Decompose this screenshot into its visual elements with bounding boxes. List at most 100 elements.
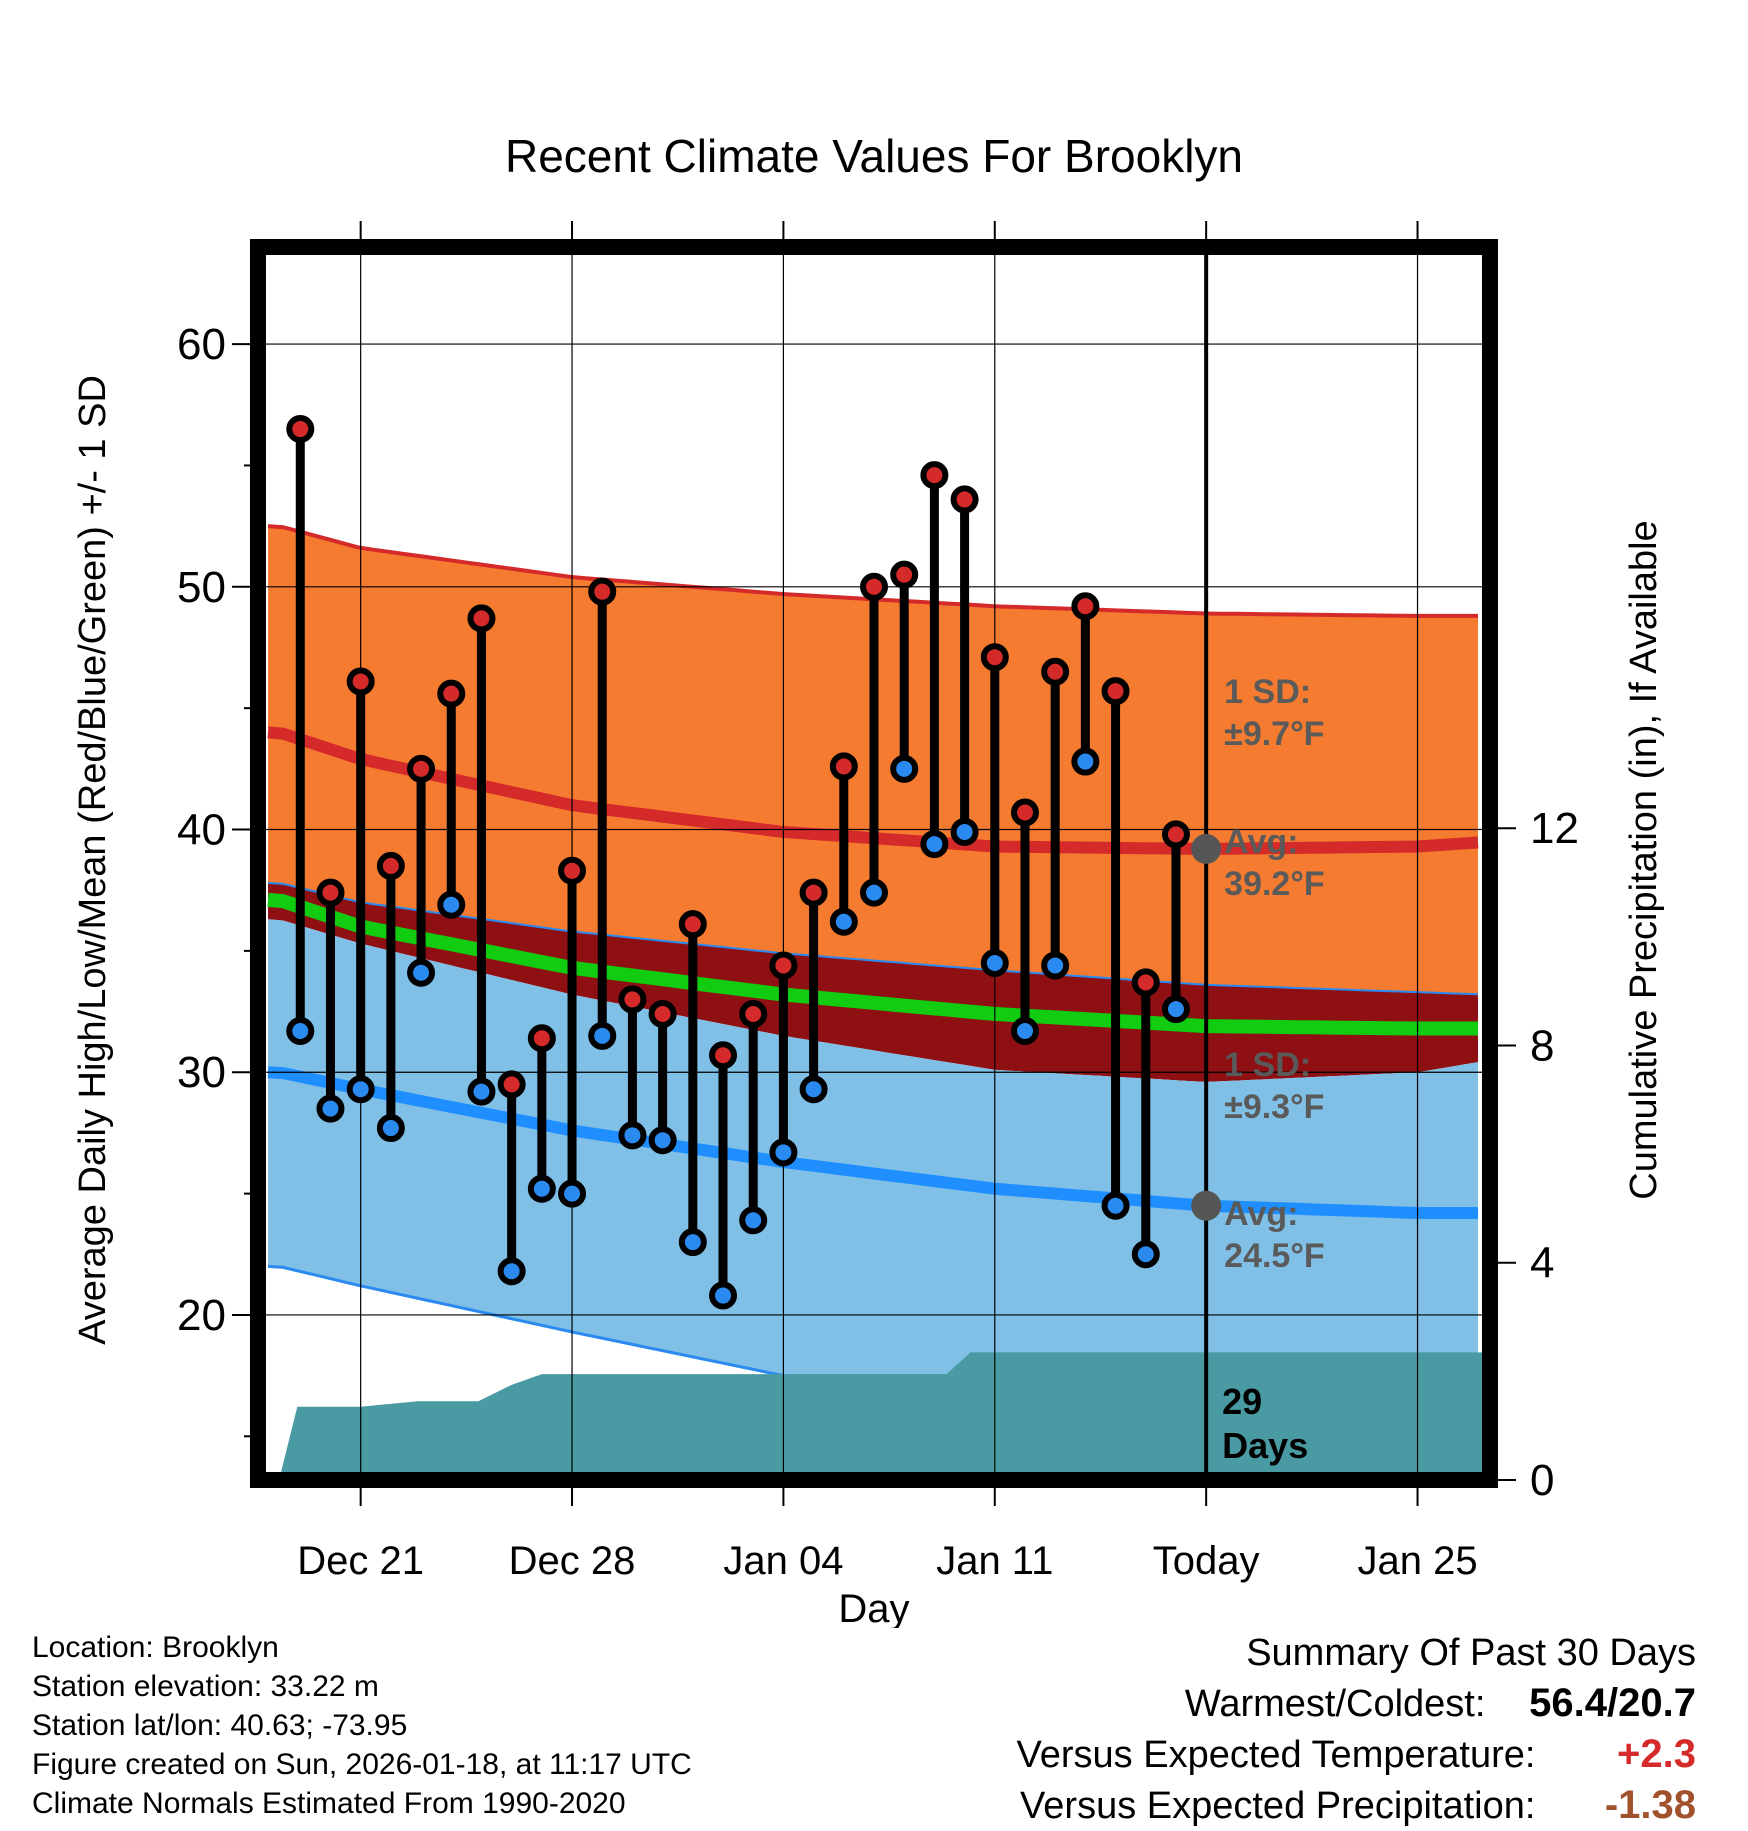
high-point [437,679,466,708]
low-point [890,754,919,783]
y-axis-label: Average Daily High/Low/Mean (Red/Blue/Gr… [72,375,114,1345]
low-avg-value: 24.5°F [1224,1237,1325,1275]
x-tick-label: Jan 25 [1357,1539,1477,1583]
high-point [678,910,707,939]
y-tick-label: 40 [177,806,226,855]
low-point [1161,995,1190,1024]
low-point [1071,747,1100,776]
low-point [648,1126,677,1155]
high-point [527,1024,556,1053]
plot-frame [250,239,1498,1488]
high-point [1131,968,1160,997]
chart-title: Recent Climate Values For Brooklyn [505,130,1243,182]
y2-tick-label: 12 [1530,804,1579,853]
y2-tick-label: 4 [1530,1239,1554,1288]
high-point [497,1070,526,1099]
high-point [467,604,496,633]
high-sd-label: 1 SD: [1224,673,1311,711]
x-tick-label: Today [1153,1539,1260,1583]
low-point [1101,1191,1130,1220]
low-point [799,1075,828,1104]
low-point [678,1228,707,1257]
x-tick-label: Dec 21 [297,1539,424,1583]
y2-axis-label: Cumulative Precipitation (in), If Availa… [1623,520,1665,1199]
low-point [527,1174,556,1203]
low-point [1131,1240,1160,1269]
y-tick-label: 20 [177,1291,226,1340]
temp-row: Versus Expected Temperature: +2.3 [1017,1729,1696,1780]
high-point [588,577,617,606]
high-point [980,643,1009,672]
high-point [799,878,828,907]
high-point [1101,677,1130,706]
high-point [1071,592,1100,621]
low-point [1041,951,1070,980]
low-point [467,1077,496,1106]
precip-value: -1.38 [1604,1783,1696,1827]
high-point [558,856,587,885]
y-tick-label: 60 [177,320,226,369]
warm-cold-value: 56.4/20.7 [1529,1681,1696,1725]
low-point [558,1179,587,1208]
station-info: Location: Brooklyn Station elevation: 33… [32,1628,692,1823]
low-point [769,1138,798,1167]
low-point [860,878,888,907]
precip-area [279,1352,1491,1480]
low-point [286,1016,315,1045]
low-avg-marker [1191,1190,1222,1221]
high-point [739,999,768,1028]
high-point [829,752,858,781]
y2-tick-label: 0 [1530,1456,1554,1505]
normals-text: Climate Normals Estimated From 1990-2020 [32,1787,626,1820]
y-tick-label: 50 [177,563,226,612]
low-point [376,1114,405,1143]
high-point [860,572,888,601]
high-point [618,985,647,1014]
low-point [588,1021,617,1050]
days-label: Days [1222,1425,1308,1466]
high-point [1010,798,1039,827]
high-sd-value: ±9.7°F [1224,715,1324,753]
low-point [316,1094,345,1123]
high-point [286,415,315,444]
high-avg-label: Avg: [1224,823,1298,861]
warm-cold-label: Warmest/Coldest: [1184,1683,1486,1725]
high-point [316,878,345,907]
mean-avg-line [267,892,1478,1036]
high-point [346,667,375,696]
days-count: 29 [1222,1381,1262,1422]
high-point [407,754,436,783]
low-point [346,1075,375,1104]
x-tick-label: Jan 04 [723,1539,843,1583]
x-tick-label: Dec 28 [509,1539,636,1583]
location-text: Location: Brooklyn [32,1631,279,1664]
high-point [1041,657,1070,686]
x-tick-label: Jan 11 [936,1539,1053,1583]
low-point [497,1257,526,1286]
created-text: Figure created on Sun, 2026-01-18, at 11… [32,1748,692,1781]
x-axis-label: Day [838,1587,909,1628]
temp-label: Versus Expected Temperature: [1016,1734,1536,1776]
high-point [648,999,677,1028]
low-avg-label: Avg: [1224,1195,1298,1233]
low-point [618,1121,647,1150]
low-point [950,817,979,846]
low-point [1010,1016,1039,1045]
high-point [769,951,798,980]
high-avg-value: 39.2°F [1224,865,1325,903]
low-point [829,907,858,936]
temp-value: +2.3 [1617,1732,1696,1776]
high-point [950,485,979,514]
low-point [709,1281,738,1310]
high-point [920,461,949,490]
y2-tick-label: 8 [1530,1021,1554,1070]
elevation-text: Station elevation: 33.22 m [32,1670,379,1703]
high-point [709,1041,738,1070]
low-point [980,949,1009,978]
high-point [890,560,919,589]
high-point [1161,820,1190,849]
summary-title: Summary Of Past 30 Days [1246,1632,1696,1674]
precip-label: Versus Expected Precipitation: [1020,1785,1536,1827]
high-avg-marker [1191,833,1222,864]
y-tick-label: 30 [177,1048,226,1097]
